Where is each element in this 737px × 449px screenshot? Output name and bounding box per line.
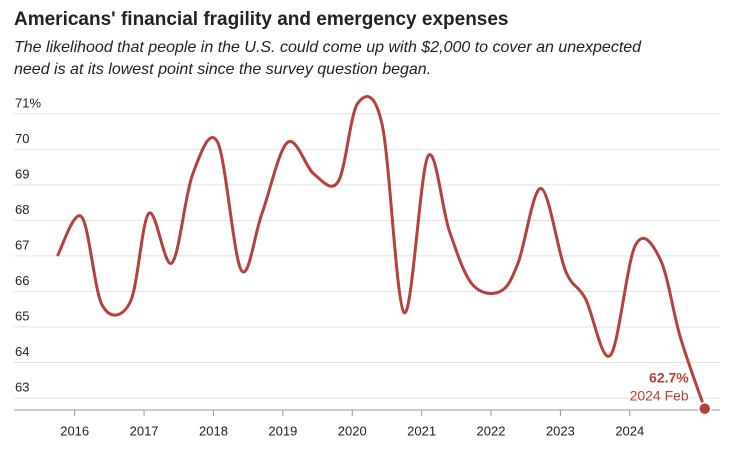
x-tick-label: 2020: [338, 423, 367, 438]
y-tick-label: 65: [15, 308, 29, 323]
x-tick-label: 2024: [615, 423, 644, 438]
y-tick-label: 64: [15, 344, 29, 359]
y-tick-label: 67: [15, 237, 29, 252]
x-tick-label: 2017: [130, 423, 159, 438]
x-tick-label: 2018: [199, 423, 228, 438]
y-tick-label: 66: [15, 273, 29, 288]
value-label: 62.7%: [649, 369, 689, 385]
x-tick-label: 2022: [477, 423, 506, 438]
chart-subtitle: need is at its lowest point since the su…: [14, 61, 431, 78]
annotation: 2024 Feb: [630, 387, 689, 403]
chart-subtitle: The likelihood that people in the U.S. c…: [14, 39, 642, 56]
y-tick-label: 63: [15, 379, 29, 394]
y-tick-label: 71%: [15, 95, 41, 110]
x-tick-label: 2016: [60, 423, 89, 438]
data-point: [697, 401, 712, 416]
y-tick-label: 68: [15, 202, 29, 217]
y-tick-label: 70: [15, 131, 29, 146]
chart-title: Americans' financial fragility and emerg…: [14, 9, 509, 30]
x-tick-label: 2019: [268, 423, 297, 438]
data-line: [56, 95, 707, 410]
x-tick-label: 2021: [407, 423, 436, 438]
x-tick-label: 2023: [546, 423, 575, 438]
y-tick-label: 69: [15, 166, 29, 181]
